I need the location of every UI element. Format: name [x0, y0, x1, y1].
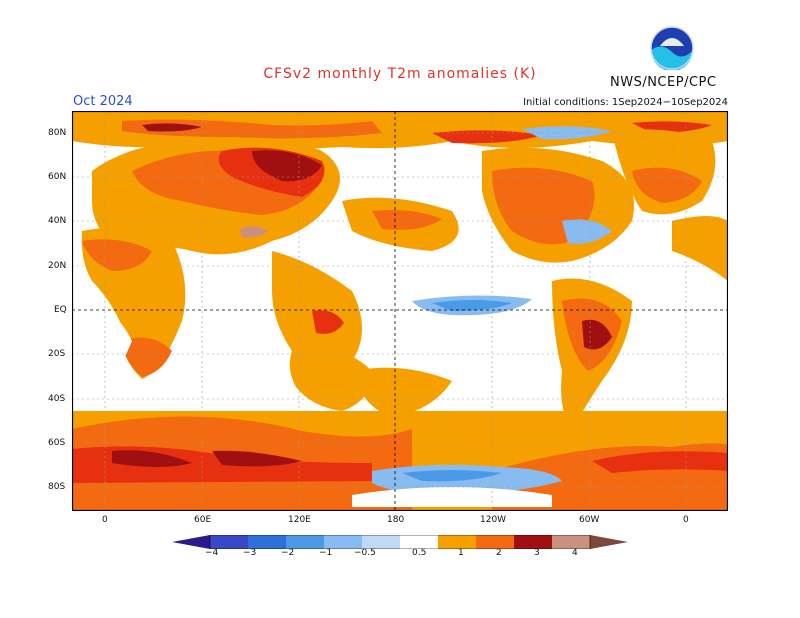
- colorbar-label: −0.5: [354, 548, 376, 558]
- lat-label: 40S: [48, 394, 66, 404]
- colorbar-label: 2: [496, 548, 502, 558]
- colorbar-label: 1: [458, 548, 464, 558]
- noaa-logo-icon: [650, 26, 694, 71]
- colorbar: [172, 535, 628, 549]
- colorbar-label: −1: [319, 548, 333, 558]
- colorbar-arrow-left: [172, 535, 210, 549]
- lat-label: 60N: [48, 172, 67, 182]
- lon-label: 60E: [194, 515, 212, 525]
- colorbar-label: 4: [572, 548, 578, 558]
- lat-label: 80N: [48, 128, 67, 138]
- lon-label: 60W: [579, 515, 600, 525]
- lon-label: 0: [102, 515, 108, 525]
- colorbar-label: −2: [281, 548, 295, 558]
- colorbar-label: −3: [243, 548, 257, 558]
- map-title: CFSv2 monthly T2m anomalies (K): [263, 66, 537, 82]
- initial-conditions-label: Initial conditions: 1Sep2024−10Sep2024: [523, 97, 728, 108]
- colorbar-label: 3: [534, 548, 540, 558]
- map-frame: [72, 111, 728, 511]
- lat-label: 40N: [48, 216, 67, 226]
- valid-month-label: Oct 2024: [73, 94, 133, 109]
- lon-label: 180: [387, 515, 405, 525]
- lat-label: 80S: [48, 482, 66, 492]
- colorbar-label: −4: [205, 548, 219, 558]
- lon-label: 120W: [480, 515, 507, 525]
- lat-label: 20N: [48, 261, 67, 271]
- colorbar-label: 0.5: [412, 548, 427, 558]
- colorbar-arrow-right: [590, 535, 628, 549]
- lat-label: EQ: [54, 305, 67, 315]
- anomaly-map: [72, 111, 728, 511]
- lon-label: 120E: [288, 515, 311, 525]
- lon-label: 0: [683, 515, 689, 525]
- agency-label: NWS/NCEP/CPC: [610, 75, 717, 90]
- lat-label: 20S: [48, 349, 66, 359]
- graticule: [72, 111, 728, 511]
- lat-label: 60S: [48, 438, 66, 448]
